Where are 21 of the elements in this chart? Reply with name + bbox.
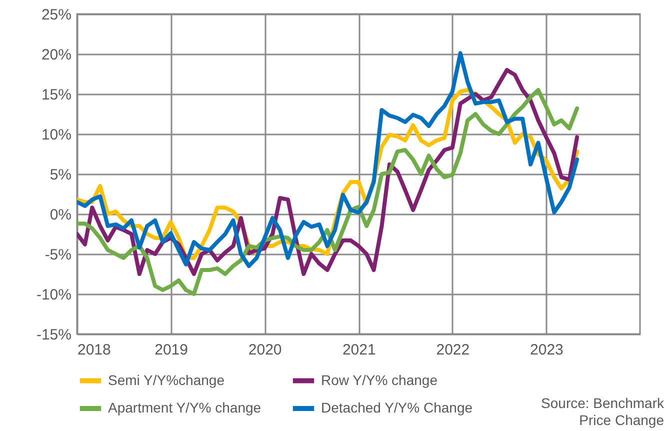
legend-label: Apartment Y/Y% change — [108, 400, 262, 416]
y-tick-label: 10% — [41, 126, 72, 144]
y-tick-label: -5% — [44, 246, 72, 264]
x-tick-label: 2021 — [342, 342, 376, 358]
y-tick-label: 20% — [41, 46, 72, 64]
x-tick-label: 2019 — [154, 342, 188, 358]
x-tick-label: 2018 — [78, 342, 111, 358]
y-tick-label: 5% — [50, 166, 72, 184]
line-series — [77, 88, 580, 296]
y-tick-label: -10% — [36, 286, 72, 304]
x-tick-label: 2022 — [436, 342, 470, 358]
y-tick-label: 25% — [41, 6, 72, 24]
x-tick-label: 2023 — [530, 342, 564, 358]
y-tick-label: 0% — [50, 206, 72, 224]
y-tick-label: 15% — [41, 86, 72, 104]
legend-label: Detached Y/Y% Change — [321, 400, 473, 416]
legend-label: Semi Y/Y%change — [108, 372, 225, 388]
y-tick-label: -15% — [36, 326, 72, 344]
legend-label: Row Y/Y% change — [321, 372, 438, 388]
source-note: Source: Benchmark Price Change — [540, 395, 664, 429]
x-tick-label: 2020 — [248, 342, 282, 358]
